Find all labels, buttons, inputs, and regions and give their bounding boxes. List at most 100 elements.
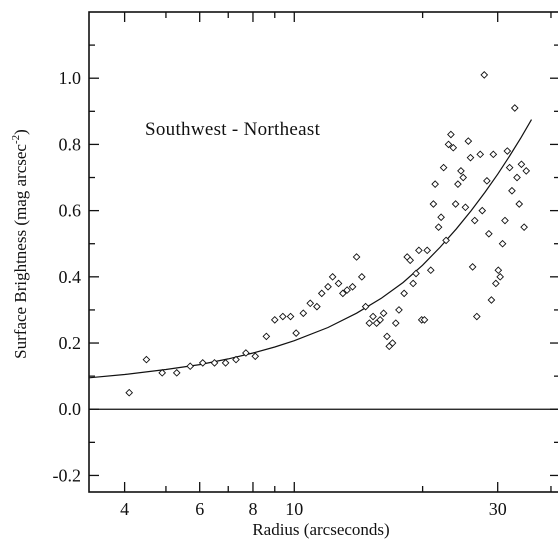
x-axis-title: Radius (arcseconds): [252, 520, 389, 539]
model-fit-curve: [88, 119, 533, 379]
data-point: [494, 266, 503, 275]
x-tick-label: 4: [120, 499, 129, 519]
data-point: [242, 349, 250, 357]
data-point: [510, 104, 519, 112]
data-point: [451, 200, 460, 208]
data-point: [480, 71, 489, 79]
data-point: [158, 368, 167, 377]
plot-border: [88, 11, 558, 493]
data-point: [395, 306, 403, 314]
data-point: [361, 302, 370, 311]
data-point: [423, 246, 432, 255]
data-point: [125, 388, 134, 397]
data-point: [409, 279, 417, 288]
data-point: [270, 316, 279, 324]
y-axis-title-suffix: ): [11, 129, 30, 135]
data-point: [470, 216, 479, 225]
data-point: [439, 163, 448, 172]
data-points: [125, 71, 531, 397]
data-point: [221, 359, 230, 367]
y-tick-label: 0.6: [59, 201, 82, 221]
y-axis-title: Surface Brightness (mag arcsec-2): [10, 129, 30, 359]
data-point: [210, 359, 219, 367]
data-point: [503, 147, 512, 155]
data-point: [498, 239, 507, 248]
data-point: [459, 173, 468, 182]
data-point: [251, 352, 260, 361]
data-point: [415, 246, 423, 255]
y-tick-label: 0.2: [59, 333, 82, 353]
data-point: [357, 272, 366, 281]
x-tick-label: 10: [285, 499, 303, 519]
data-point: [313, 302, 321, 311]
y-tick-label: 0.4: [59, 267, 82, 287]
data-point: [483, 176, 491, 185]
data-point: [420, 316, 429, 324]
data-point: [365, 319, 374, 328]
data-point: [447, 130, 455, 139]
data-point: [472, 312, 481, 321]
x-tick-labels: 4 6 8 10 30: [120, 499, 507, 519]
data-point: [431, 180, 439, 188]
data-point: [400, 289, 408, 298]
data-point: [352, 253, 361, 261]
y-tick-label: 0.0: [59, 399, 82, 419]
data-point: [198, 359, 207, 367]
data-point: [466, 153, 475, 162]
data-point: [444, 140, 453, 149]
data-point: [334, 279, 343, 288]
data-point: [292, 329, 300, 337]
data-point: [487, 296, 496, 304]
data-point: [328, 272, 337, 281]
data-point: [476, 150, 485, 159]
data-point: [262, 332, 271, 341]
data-point: [172, 368, 181, 377]
x-tick-label: 6: [195, 499, 204, 519]
y-tick-labels: -0.2 0.0 0.2 0.4 0.6 0.8 1.0: [53, 68, 82, 485]
plot-frame: [88, 11, 558, 493]
data-point: [492, 279, 500, 288]
data-point: [437, 213, 445, 222]
data-point: [501, 216, 509, 225]
data-point: [232, 355, 240, 364]
data-point: [412, 269, 420, 278]
y-axis-title-superscript: -2: [10, 135, 22, 144]
data-point: [520, 223, 528, 232]
data-point: [496, 272, 504, 281]
fit-curve-line: [88, 119, 533, 379]
data-point: [306, 299, 315, 308]
y-axis-title-main: Surface Brightness (mag arcsec: [11, 144, 30, 359]
data-point: [379, 309, 388, 318]
data-point: [369, 312, 377, 321]
data-point: [142, 355, 151, 364]
data-point: [388, 339, 397, 347]
data-point: [324, 282, 332, 291]
data-point: [522, 167, 531, 175]
data-point: [317, 289, 326, 298]
data-point: [508, 186, 516, 195]
data-point: [449, 143, 458, 152]
data-point: [442, 236, 450, 245]
data-point: [434, 223, 443, 232]
data-point: [489, 150, 498, 159]
data-point: [348, 282, 357, 291]
data-point: [517, 160, 526, 169]
data-point: [485, 229, 493, 238]
data-point: [478, 206, 487, 215]
data-point: [505, 163, 514, 172]
y-tick-label: -0.2: [53, 465, 82, 485]
x-tick-label: 30: [489, 499, 507, 519]
data-point: [383, 332, 391, 341]
data-point: [376, 316, 384, 324]
x-tick-label: 8: [248, 499, 257, 519]
data-point: [339, 289, 347, 298]
data-point: [426, 266, 435, 275]
data-point: [468, 263, 477, 271]
data-point: [186, 362, 195, 371]
data-point: [461, 203, 470, 212]
y-tick-label: 1.0: [59, 68, 82, 88]
data-point: [515, 200, 524, 208]
data-point: [457, 167, 465, 175]
data-point: [513, 173, 521, 182]
